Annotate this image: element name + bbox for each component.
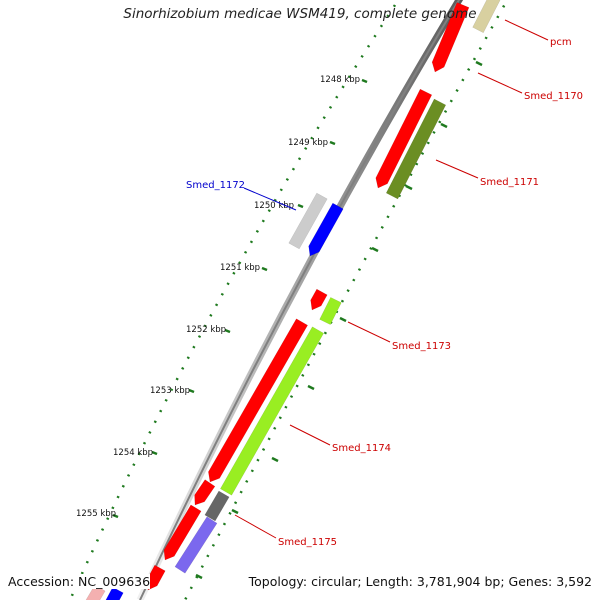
gene-leader-line (435, 159, 479, 179)
scale-label: 1255 kbp (76, 509, 116, 519)
gene-leader-line (234, 514, 277, 539)
gene-blue-bottom (105, 586, 124, 600)
scale-label: 1253 kbp (150, 386, 190, 396)
gene-pcm-arrow (431, 2, 470, 73)
backbone-line (139, 0, 461, 600)
gene-grey-segment (204, 490, 230, 522)
gene-smed-1174-red-arrow (208, 318, 308, 483)
gene-smed-1170-arrow (375, 88, 433, 189)
gene-smed-1173-arrow (319, 296, 342, 326)
outer-major-tick (405, 184, 413, 191)
inner-major-tick (297, 203, 304, 209)
gene-khaki-top (472, 0, 501, 34)
outer-major-tick (339, 316, 347, 323)
gene-smed-1174-arrow (220, 326, 324, 496)
gene-label: Smed_1170 (524, 91, 583, 102)
scale-label: 1254 kbp (113, 448, 153, 458)
inner-major-tick (261, 266, 268, 272)
outer-major-tick (440, 122, 448, 129)
scale-label: 1248 kbp (320, 75, 360, 85)
outer-major-tick (307, 384, 315, 391)
gene-smed-1172-blue-arrow (308, 202, 344, 257)
gene-red-segment (194, 479, 216, 506)
gene-label: Smed_1173 (392, 341, 451, 352)
gene-leader-line (347, 321, 391, 343)
inner-major-tick (151, 450, 158, 456)
gene-leader-line (289, 424, 331, 446)
inner-major-tick (361, 78, 368, 84)
accession-label: Accession: NC_009636 (8, 574, 151, 589)
gene-smed-1175-arrow (174, 516, 218, 574)
outer-major-tick (271, 456, 279, 463)
outer-major-tick (231, 508, 239, 515)
inner-major-tick (112, 513, 119, 519)
gene-leader-line (243, 187, 297, 211)
scale-label: 1251 kbp (220, 263, 260, 273)
outer-major-tick (371, 246, 379, 253)
gene-smed-1172-silver-arrow (288, 192, 328, 250)
gene-label: pcm (550, 37, 572, 48)
gene-red-segment-2 (163, 504, 202, 561)
inner-major-tick (188, 388, 195, 394)
outer-major-tick (195, 573, 203, 580)
outer-major-tick (475, 60, 483, 67)
map-title: Sinorhizobium medicae WSM419, complete g… (123, 6, 477, 22)
gene-label: Smed_1175 (278, 537, 337, 548)
inner-major-tick (224, 328, 231, 334)
gene-leader-line (477, 72, 523, 94)
gene-leader-line (504, 19, 549, 41)
gene-smed-1173-red-arrow (310, 288, 328, 311)
gene-label: Smed_1172 (186, 180, 245, 191)
gene-smed-1171-arrow (385, 98, 447, 200)
inner-tick-track (68, 4, 397, 600)
scale-label: 1249 kbp (288, 138, 328, 148)
gene-label: Smed_1174 (332, 443, 391, 454)
inner-major-tick (329, 140, 336, 146)
scale-label: 1252 kbp (186, 325, 226, 335)
genome-summary: Topology: circular; Length: 3,781,904 bp… (248, 574, 592, 589)
gene-label: Smed_1171 (480, 177, 539, 188)
scale-label: 1250 kbp (254, 201, 294, 211)
